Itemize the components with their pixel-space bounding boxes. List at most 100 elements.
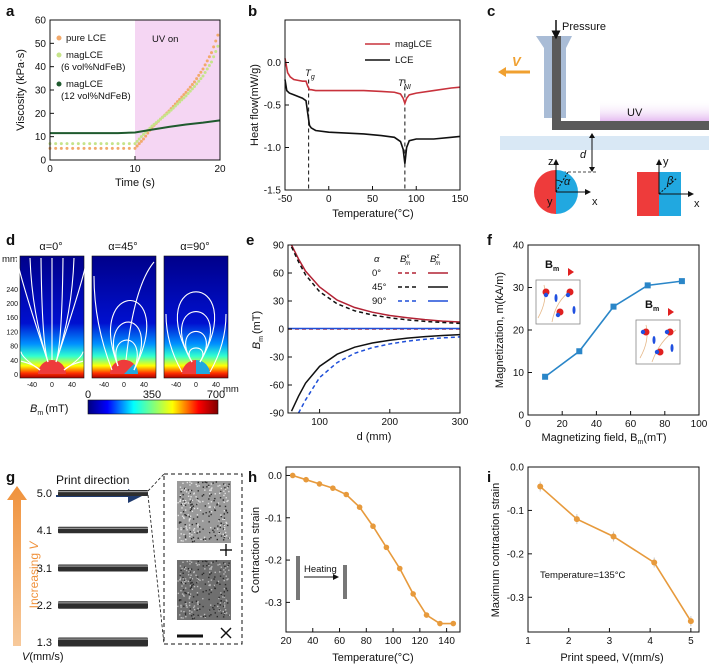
speckle — [183, 583, 185, 585]
speckle — [225, 521, 227, 524]
speckle — [179, 598, 181, 601]
speckle — [199, 526, 201, 528]
speckle — [219, 602, 222, 604]
speckle — [220, 535, 223, 537]
speckle — [197, 500, 200, 502]
speckle — [188, 597, 191, 600]
speckle — [191, 578, 194, 580]
speckle — [202, 486, 205, 488]
speckle — [227, 487, 229, 489]
x-tick-label: 100 — [385, 636, 402, 647]
speckle — [179, 496, 181, 498]
data-point — [190, 82, 194, 86]
bm-arrowhead-low — [568, 268, 574, 276]
colorbar-label: Bm (mT) — [30, 403, 68, 417]
data-point — [163, 114, 167, 118]
speckle — [210, 493, 212, 496]
x-tick-label: 4 — [647, 636, 653, 647]
speckle — [208, 564, 210, 567]
map-x-tick: 40 — [212, 382, 220, 389]
speckle — [178, 522, 181, 524]
speckle — [197, 601, 199, 603]
print-direction-label: Print direction — [56, 473, 129, 487]
speckle — [220, 487, 223, 490]
speckle — [222, 616, 225, 618]
magnet-section — [38, 360, 66, 374]
speckle — [189, 481, 191, 483]
data-point — [137, 142, 141, 146]
y-label-right: y — [663, 156, 669, 168]
speckle — [223, 562, 225, 564]
speckle — [226, 522, 228, 525]
speckle — [202, 560, 204, 563]
speckle — [223, 517, 226, 519]
plot-frame-h — [285, 466, 461, 633]
speckle — [189, 509, 192, 512]
speckle — [182, 482, 184, 485]
panel-label-f: f — [487, 232, 493, 249]
annotation-tni: TNI — [398, 78, 411, 91]
speckle — [210, 513, 212, 516]
zoom-connector-bottom — [147, 494, 165, 645]
panel-label-a: a — [6, 3, 15, 20]
data-point — [201, 67, 205, 71]
speckle — [204, 616, 206, 618]
legend-a: pure LCE magLCE (6 vol%NdFeB) magLCE (12… — [56, 33, 131, 102]
magnet-block-diagram: y x β — [637, 156, 700, 216]
speckle — [219, 604, 222, 606]
legend-header-bz: Bz m — [430, 254, 440, 267]
speckle — [179, 573, 182, 575]
data-point — [182, 96, 186, 100]
speckle — [184, 523, 186, 526]
speckle — [179, 614, 181, 616]
data-point — [150, 124, 154, 128]
y-tick-label: 90 — [273, 241, 285, 252]
speckle — [220, 600, 222, 602]
speckle — [208, 576, 210, 579]
y-tick-label: 40 — [513, 241, 525, 252]
speckle — [183, 533, 185, 536]
data-point — [193, 80, 196, 84]
speckle — [191, 588, 194, 591]
data-point — [137, 137, 141, 141]
legend-marker-maglce-6 — [56, 52, 62, 58]
y-tick-label: 60 — [273, 269, 285, 280]
speckle — [220, 522, 222, 524]
data-point — [678, 278, 685, 285]
speckle — [223, 534, 226, 536]
y-tick-label: -90 — [270, 409, 285, 420]
speckle — [223, 591, 226, 593]
speckle — [184, 509, 187, 511]
speckle — [193, 531, 196, 534]
speckle — [193, 608, 196, 611]
speckle — [191, 523, 193, 526]
max-strain-series — [537, 481, 694, 627]
speckle — [207, 502, 210, 505]
speckle — [191, 510, 194, 513]
data-point — [167, 110, 171, 114]
speckle — [186, 606, 188, 608]
speckle — [185, 501, 187, 504]
substrate — [500, 136, 709, 150]
speckle — [223, 595, 226, 597]
y-tick-label: -0.3 — [507, 593, 525, 604]
speckle — [208, 532, 211, 534]
speckle — [186, 481, 189, 484]
speckle — [202, 565, 205, 567]
speckle — [189, 585, 192, 587]
field-line — [63, 351, 84, 371]
y-tick-label: -1.5 — [264, 186, 282, 197]
map-y-tick: 80 — [10, 344, 18, 351]
data-point — [142, 137, 145, 141]
speckle — [220, 592, 222, 594]
alpha-label: α — [564, 176, 571, 188]
contraction-series — [289, 472, 457, 627]
speckle — [204, 538, 207, 540]
speckle — [200, 538, 202, 541]
speckle — [196, 503, 198, 506]
data-point — [197, 73, 201, 77]
speckle — [196, 582, 198, 584]
data-point — [127, 142, 131, 146]
speed-label: 3.1 — [37, 563, 52, 575]
field-line — [112, 321, 142, 371]
